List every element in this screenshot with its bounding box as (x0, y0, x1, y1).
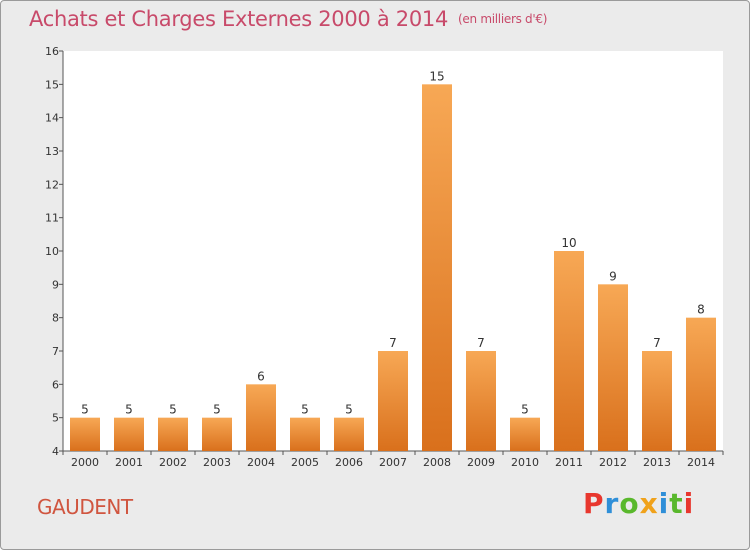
logo-letter: t (669, 487, 684, 520)
bar-2008 (422, 84, 452, 451)
data-label-2009: 7 (477, 336, 485, 350)
y-tick-label: 9 (52, 278, 59, 291)
bar-2004 (246, 384, 276, 451)
x-tick-label: 2011 (555, 456, 583, 469)
bar-2007 (378, 351, 408, 451)
proxiti-logo: Proxiti (583, 487, 694, 520)
x-tick-label: 2014 (687, 456, 715, 469)
x-tick-label: 2007 (379, 456, 407, 469)
y-tick-label: 5 (52, 412, 59, 425)
bar-2013 (642, 351, 672, 451)
logo-letter: r (604, 487, 620, 520)
x-tick-label: 2009 (467, 456, 495, 469)
bar-2014 (686, 317, 716, 451)
y-tick-label: 4 (52, 445, 59, 458)
bar-2000 (70, 417, 100, 451)
bar-2009 (466, 351, 496, 451)
x-tick-label: 2001 (115, 456, 143, 469)
x-tick-label: 2002 (159, 456, 187, 469)
chart-bars (70, 84, 716, 451)
y-tick-label: 13 (45, 145, 59, 158)
bar-2012 (598, 284, 628, 451)
data-label-2007: 7 (389, 336, 397, 350)
y-tick-label: 8 (52, 312, 59, 325)
logo-letter: x (639, 487, 659, 520)
bar-2010 (510, 417, 540, 451)
x-tick-label: 2008 (423, 456, 451, 469)
y-tick-label: 10 (45, 245, 59, 258)
logo-letter: P (583, 487, 605, 520)
data-label-2008: 15 (429, 69, 444, 83)
logo-letter: o (619, 487, 640, 520)
logo-letter: i (683, 487, 695, 520)
x-tick-label: 2004 (247, 456, 275, 469)
y-tick-label: 14 (45, 112, 59, 125)
y-tick-label: 11 (45, 212, 59, 225)
x-tick-label: 2013 (643, 456, 671, 469)
data-label-2005: 5 (301, 403, 309, 417)
y-tick-label: 6 (52, 378, 59, 391)
bar-2006 (334, 417, 364, 451)
y-tick-label: 7 (52, 345, 59, 358)
x-tick-label: 2000 (71, 456, 99, 469)
data-label-2001: 5 (125, 403, 133, 417)
chart-unit: (en milliers d'€) (458, 12, 548, 26)
data-label-2011: 10 (561, 236, 576, 250)
data-label-2000: 5 (81, 403, 89, 417)
data-label-2012: 9 (609, 269, 617, 283)
y-tick-label: 15 (45, 78, 59, 91)
chart-title: Achats et Charges Externes 2000 à 2014 (e… (29, 7, 547, 31)
logo-letter: i (658, 487, 670, 520)
data-label-2014: 8 (697, 303, 705, 317)
bar-2002 (158, 417, 188, 451)
data-label-2010: 5 (521, 403, 529, 417)
x-tick-label: 2006 (335, 456, 363, 469)
commune-name: GAUDENT (37, 495, 133, 519)
bar-2011 (554, 251, 584, 451)
x-tick-label: 2003 (203, 456, 231, 469)
bar-2003 (202, 417, 232, 451)
chart-title-text: Achats et Charges Externes 2000 à 2014 (29, 7, 449, 31)
data-label-2003: 5 (213, 403, 221, 417)
bar-2001 (114, 417, 144, 451)
data-label-2006: 5 (345, 403, 353, 417)
x-tick-label: 2012 (599, 456, 627, 469)
y-tick-label: 16 (45, 45, 59, 58)
data-label-2013: 7 (653, 336, 661, 350)
y-tick-label: 12 (45, 178, 59, 191)
chart-data-labels: 5 5 5 5 6 5 5 7 15 7 5 10 9 7 8 (81, 69, 705, 416)
x-tick-label: 2010 (511, 456, 539, 469)
bar-2005 (290, 417, 320, 451)
x-tick-label: 2005 (291, 456, 319, 469)
data-label-2004: 6 (257, 369, 265, 383)
data-label-2002: 5 (169, 403, 177, 417)
